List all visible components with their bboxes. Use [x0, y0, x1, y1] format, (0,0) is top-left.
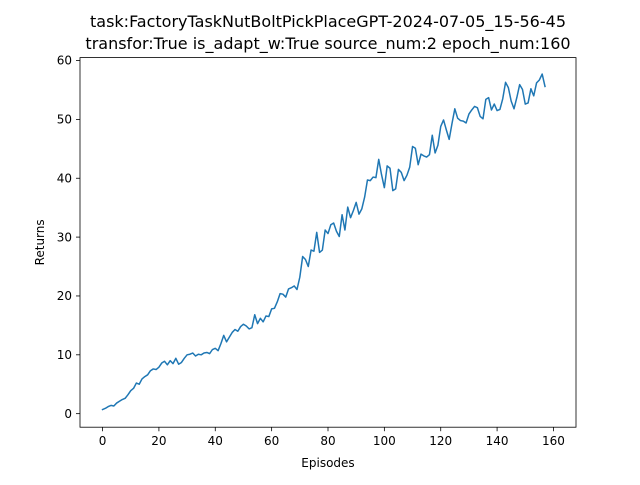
y-tick-label: 20	[57, 289, 72, 303]
y-tick-label: 40	[57, 171, 72, 185]
chart-title-line-1: task:FactoryTaskNutBoltPickPlaceGPT-2024…	[90, 12, 566, 32]
x-tick-label: 140	[486, 434, 509, 448]
y-tick-label: 30	[57, 230, 72, 244]
x-tick-label: 60	[264, 434, 279, 448]
y-tick-label: 0	[64, 407, 72, 421]
x-tick-label: 40	[208, 434, 223, 448]
y-tick-label: 50	[57, 113, 72, 127]
y-tick-label: 60	[57, 54, 72, 68]
y-axis-label: Returns	[33, 219, 47, 265]
x-tick-label: 160	[542, 434, 565, 448]
y-axis-ticks: 0 10 20 30 40 50 60	[57, 54, 80, 421]
y-tick-label: 10	[57, 348, 72, 362]
plot-frame	[79, 57, 577, 428]
x-tick-label: 120	[429, 434, 452, 448]
x-tick-label: 20	[151, 434, 166, 448]
x-tick-label: 100	[373, 434, 396, 448]
chart-title-line-2: transfor:True is_adapt_w:True source_num…	[85, 34, 570, 54]
x-tick-label: 80	[320, 434, 335, 448]
x-tick-label: 0	[99, 434, 107, 448]
x-axis-ticks: 0 20 40 60 80 100 120 140 160	[99, 427, 565, 448]
x-axis-label: Episodes	[301, 456, 354, 470]
series-line	[101, 73, 546, 411]
